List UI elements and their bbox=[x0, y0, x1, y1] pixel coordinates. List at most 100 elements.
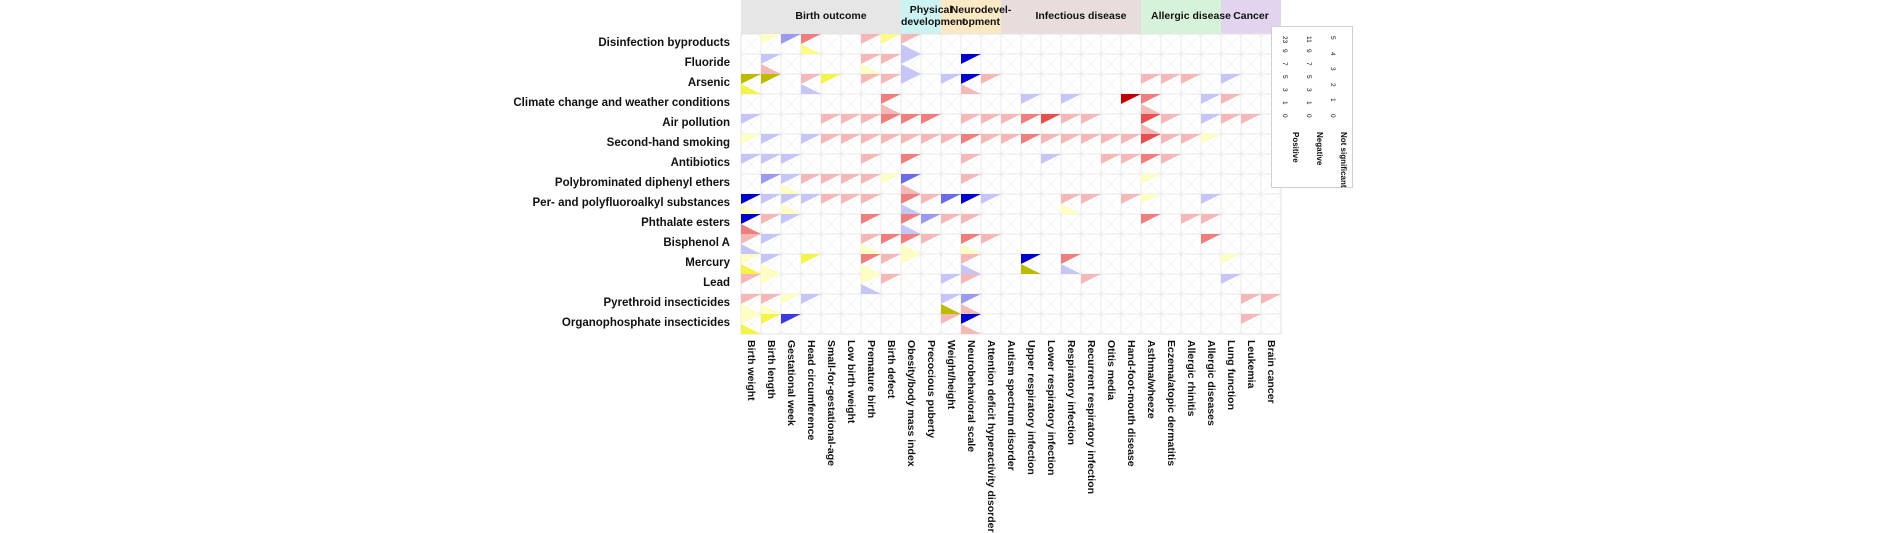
cell-diagonal bbox=[1000, 153, 1022, 175]
cell-mark-top bbox=[861, 194, 881, 204]
cell-diagonal bbox=[1100, 213, 1122, 235]
cell-diagonal bbox=[900, 93, 922, 115]
cell-diagonal bbox=[1020, 293, 1042, 315]
cell-diagonal bbox=[880, 153, 902, 175]
cell-diagonal bbox=[960, 33, 982, 55]
cell-diagonal bbox=[1060, 173, 1082, 195]
cell-diagonal bbox=[1260, 233, 1282, 255]
cell-diagonal bbox=[1000, 53, 1022, 75]
cell-diagonal bbox=[780, 53, 802, 75]
legend-tick: 3 bbox=[1305, 88, 1312, 92]
cell-diagonal bbox=[1100, 173, 1122, 195]
group-label: Allergic disease bbox=[1151, 10, 1231, 22]
cell-mark-bottom bbox=[961, 304, 981, 314]
cell-mark-top bbox=[1141, 194, 1161, 204]
cell-mark-top bbox=[1121, 194, 1141, 204]
cell-mark-bottom bbox=[961, 324, 981, 334]
legend-tick: 2 bbox=[1329, 82, 1336, 87]
cell-mark-bottom bbox=[761, 264, 781, 274]
legend-tick: 11 bbox=[1305, 36, 1312, 43]
column-label: Premature birth bbox=[865, 340, 877, 419]
cell-diagonal bbox=[1140, 273, 1162, 295]
cell-mark-top bbox=[881, 254, 901, 264]
cell-diagonal bbox=[1000, 193, 1022, 215]
cell-mark-top bbox=[821, 174, 841, 184]
legend-label-positive: Positive bbox=[1291, 132, 1300, 163]
cell-diagonal bbox=[940, 93, 962, 115]
legend-label-negative: Negative bbox=[1315, 132, 1324, 166]
cell-mark-top bbox=[741, 114, 761, 124]
cell-mark-top bbox=[1021, 134, 1041, 144]
cell-mark-top bbox=[1181, 74, 1201, 84]
cell-diagonal bbox=[1040, 233, 1062, 255]
cell-mark-top bbox=[961, 74, 981, 84]
cell-mark-bottom bbox=[901, 244, 921, 254]
cell-mark-bottom bbox=[861, 264, 881, 274]
legend bbox=[1271, 26, 1353, 188]
cell-diagonal bbox=[1120, 73, 1142, 95]
cell-diagonal bbox=[800, 93, 822, 115]
cell-mark-top bbox=[961, 254, 981, 264]
cell-mark-top bbox=[741, 314, 761, 324]
cell-diagonal bbox=[980, 293, 1002, 315]
cell-mark-bottom bbox=[741, 84, 761, 94]
cell-diagonal bbox=[1240, 153, 1262, 175]
cell-diagonal bbox=[860, 313, 882, 335]
cell-diagonal bbox=[1020, 273, 1042, 295]
cell-diagonal bbox=[1240, 73, 1262, 95]
cell-diagonal bbox=[1160, 313, 1182, 335]
cell-diagonal bbox=[1180, 193, 1202, 215]
cell-diagonal bbox=[880, 193, 902, 215]
column-label: Head circumference bbox=[805, 340, 817, 441]
cell-mark-top bbox=[741, 194, 761, 204]
cell-mark-top bbox=[921, 214, 941, 224]
cell-diagonal bbox=[1260, 193, 1282, 215]
legend-tick: 5 bbox=[1281, 75, 1288, 79]
legend-tick: 5 bbox=[1329, 36, 1336, 40]
cell-mark-top bbox=[901, 114, 921, 124]
cell-mark-top bbox=[941, 74, 961, 84]
cell-diagonal bbox=[840, 153, 862, 175]
cell-mark-bottom bbox=[741, 324, 761, 334]
cell-mark-bottom bbox=[901, 204, 921, 214]
cell-diagonal bbox=[920, 33, 942, 55]
cell-diagonal bbox=[1000, 313, 1022, 335]
legend-tick: 3 bbox=[1281, 88, 1288, 92]
cell-mark-top bbox=[1161, 114, 1181, 124]
cell-diagonal bbox=[740, 173, 762, 195]
cell-mark-bottom bbox=[861, 284, 881, 294]
cell-mark-top bbox=[1241, 314, 1261, 324]
cell-diagonal bbox=[920, 313, 942, 335]
cell-mark-bottom bbox=[1141, 104, 1161, 114]
cell-mark-top bbox=[881, 234, 901, 244]
legend-tick: 0 bbox=[1281, 114, 1288, 118]
cell-diagonal bbox=[1000, 253, 1022, 275]
cell-diagonal bbox=[1040, 273, 1062, 295]
cell-mark-top bbox=[941, 314, 961, 324]
cell-diagonal bbox=[1120, 273, 1142, 295]
cell-mark-top bbox=[861, 74, 881, 84]
cell-diagonal bbox=[1060, 233, 1082, 255]
cell-diagonal bbox=[820, 293, 842, 315]
cell-diagonal bbox=[1060, 293, 1082, 315]
cell-mark-top bbox=[741, 134, 761, 144]
legend-tick: 0 bbox=[1305, 114, 1312, 118]
cell-mark-top bbox=[761, 214, 781, 224]
cell-mark-top bbox=[1081, 134, 1101, 144]
cell-mark-top bbox=[961, 294, 981, 304]
cell-diagonal bbox=[1240, 193, 1262, 215]
cell-diagonal bbox=[1100, 53, 1122, 75]
cell-diagonal bbox=[940, 113, 962, 135]
cell-diagonal bbox=[1080, 173, 1102, 195]
cell-diagonal bbox=[1200, 153, 1222, 175]
cell-mark-top bbox=[921, 114, 941, 124]
cell-diagonal bbox=[960, 93, 982, 115]
cell-diagonal bbox=[840, 33, 862, 55]
cell-diagonal bbox=[1000, 293, 1022, 315]
row-label: Fluoride bbox=[684, 57, 730, 69]
cell-diagonal bbox=[1000, 213, 1022, 235]
cell-diagonal bbox=[1200, 33, 1222, 55]
cell-mark-top bbox=[1221, 74, 1241, 84]
cell-mark-top bbox=[981, 114, 1001, 124]
cell-diagonal bbox=[1060, 153, 1082, 175]
